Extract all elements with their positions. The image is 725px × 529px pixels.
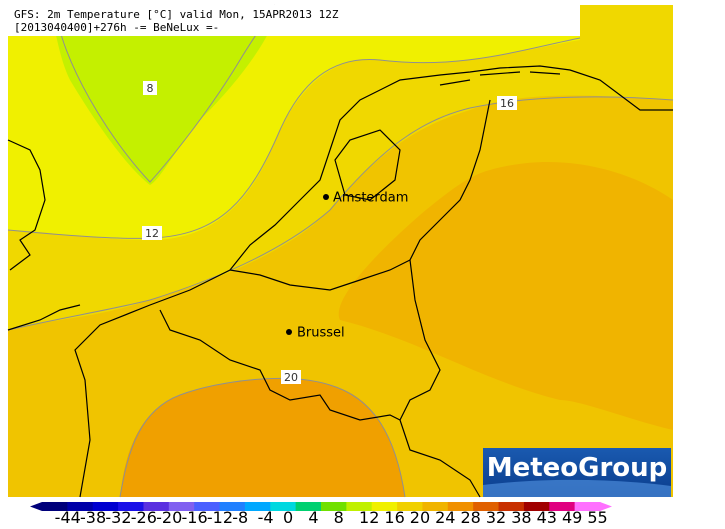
colorbar-swatch (371, 502, 398, 511)
header-line1: GFS: 2m Temperature [°C] valid Mon, 15AP… (14, 8, 339, 21)
colorbar-label: 8 (334, 508, 344, 525)
header-box (8, 5, 580, 36)
colorbar-swatch (473, 502, 500, 511)
field-20-24 (338, 161, 673, 430)
colorbar-swatch (346, 502, 373, 511)
colorbar-label: -38 (80, 508, 106, 525)
colorbar-swatch (118, 502, 144, 511)
colorbar-swatch (321, 502, 347, 511)
colorbar-label: 32 (486, 508, 506, 525)
colorbar-swatch (67, 502, 94, 511)
city-label: Brussel (297, 326, 345, 341)
colorbar-label: -4 (258, 508, 274, 525)
colorbar-label: -32 (105, 508, 131, 525)
colorbar-swatch (397, 502, 423, 511)
colorbar-swatch (498, 502, 525, 511)
city-dot (323, 194, 329, 200)
colorbar-label: -20 (156, 508, 182, 525)
colorbar-label: 43 (537, 508, 557, 525)
colorbar-arrow-right (600, 502, 612, 511)
colorbar-swatch (447, 502, 474, 511)
colorbar-label: 0 (283, 508, 293, 525)
contour-label: 12 (145, 227, 159, 240)
contour-label-box (142, 226, 162, 240)
field-over-24 (120, 378, 405, 497)
logo-swoosh (483, 479, 671, 497)
city-label: Amsterdam (333, 191, 408, 206)
colorbar-swatch (194, 502, 221, 511)
contour-label: 20 (284, 371, 298, 384)
colorbar-swatch (523, 502, 550, 511)
contour-label: 8 (147, 82, 154, 95)
colorbar-label: 4 (308, 508, 318, 525)
colorbar-label: 55 (587, 508, 607, 525)
coastlines (7, 65, 673, 498)
field-under-8 (50, 5, 280, 185)
colorbar-swatch (549, 502, 576, 511)
colorbar-swatch (270, 502, 297, 511)
colorbar-label: 28 (461, 508, 481, 525)
contour-label-box (281, 370, 301, 384)
contours (7, 4, 674, 498)
colorbar-arrow-left (30, 502, 42, 511)
contour-label-box (143, 81, 157, 95)
colorbar-swatch (244, 502, 271, 511)
colorbar-label: 20 (410, 508, 430, 525)
colorbar-label: 16 (384, 508, 404, 525)
colorbar-swatch (422, 502, 449, 511)
colorbar-swatch (168, 502, 195, 511)
contour-label-box (497, 96, 517, 110)
colorbar-label: 12 (359, 508, 379, 525)
colorbar-swatch (92, 502, 119, 511)
colorbar-label: -8 (232, 508, 248, 525)
colorbar-label: -16 (182, 508, 208, 525)
header-line2: [2013040400]+276h -= BeNeLux =- (14, 21, 219, 34)
colorbar-label: 24 (435, 508, 455, 525)
colorbar-swatch (295, 502, 322, 511)
colorbar-label: -26 (131, 508, 157, 525)
contour-label: 16 (500, 97, 514, 110)
colorbar-swatch (143, 502, 170, 511)
colorbar-label: 38 (511, 508, 531, 525)
colorbar-label: 49 (562, 508, 582, 525)
colorbar: -44 -38 -32 -26 -20 -16 -12 -8 -4 0 4 8 12 16 20 24 28 32… (30, 502, 612, 527)
logo-text: MeteoGroup (487, 453, 668, 483)
colorbar-swatch (42, 502, 68, 511)
colorbar-label: -12 (207, 508, 233, 525)
colorbar-swatch (219, 502, 246, 511)
colorbar-label: -44 (55, 508, 81, 525)
colorbar-swatch (574, 502, 601, 511)
city-dot (286, 329, 292, 335)
